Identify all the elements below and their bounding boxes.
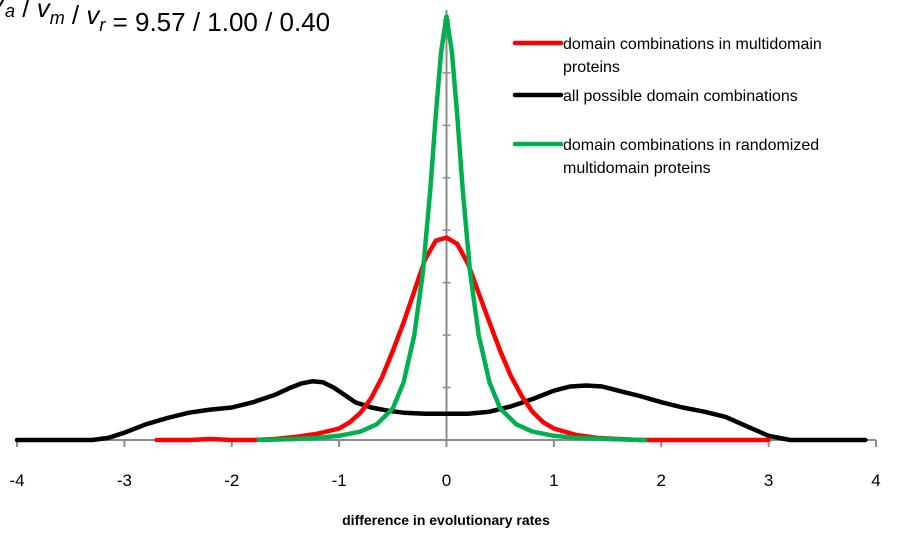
legend-label: domain combinations in randomized [563,137,819,154]
x-tick-label: 2 [657,471,666,490]
x-tick-label: 3 [764,471,773,490]
chart-title: va / vm / vr = 9.57 / 1.00 / 0.40 [0,0,330,37]
x-tick-label: -3 [117,471,132,490]
series-line [154,235,771,443]
legend: domain combinations in multidomain protei… [512,36,822,177]
series-line [256,14,648,443]
x-axis-label: difference in evolutionary rates [342,512,550,528]
x-tick-label: -2 [224,471,239,490]
series-line [14,379,868,443]
x-tick-label: -1 [332,471,347,490]
series-layer [14,14,868,443]
legend-label: multidomain proteins [563,160,711,177]
x-tick-label: 0 [442,471,451,490]
legend-label: domain combinations in multidomain [563,36,822,53]
tick-labels: -4 -3 -2 -1 0 1 2 3 4 [9,471,880,490]
legend-label: proteins [563,59,620,76]
x-tick-label: 1 [549,471,558,490]
x-tick-label: 4 [871,471,880,490]
x-tick-label: -4 [9,471,24,490]
axes [16,10,877,447]
legend-label: all possible domain combinations [563,88,798,105]
